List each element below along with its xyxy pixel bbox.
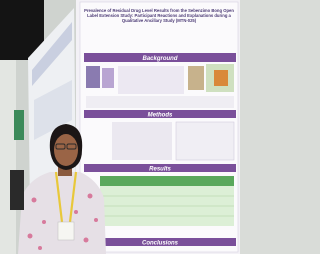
page: {"poster": { "title": "Prevalence of Res…	[0, 0, 240, 254]
table-header	[100, 176, 234, 186]
background-person	[10, 170, 24, 210]
text-block	[112, 122, 172, 160]
text-block	[86, 96, 234, 108]
text-block	[118, 66, 184, 94]
left-wall	[0, 60, 16, 254]
photo	[188, 66, 204, 90]
person-face	[54, 134, 78, 166]
poster-title: Prevalence of Residual Drug Level Result…	[84, 8, 234, 23]
icon	[102, 68, 114, 88]
title-box: Prevalence of Residual Drug Level Result…	[84, 8, 234, 48]
badge	[58, 222, 74, 240]
scene: Prevalence of Residual Drug Level Result…	[0, 0, 240, 254]
green-sign	[14, 110, 24, 140]
section-heading: Methods	[148, 113, 173, 119]
diagram	[176, 122, 234, 160]
section-heading: Background	[142, 56, 177, 62]
icon	[86, 66, 100, 88]
section-heading: Conclusions	[142, 241, 179, 247]
section-heading: Results	[149, 167, 171, 173]
map-region	[214, 70, 228, 86]
